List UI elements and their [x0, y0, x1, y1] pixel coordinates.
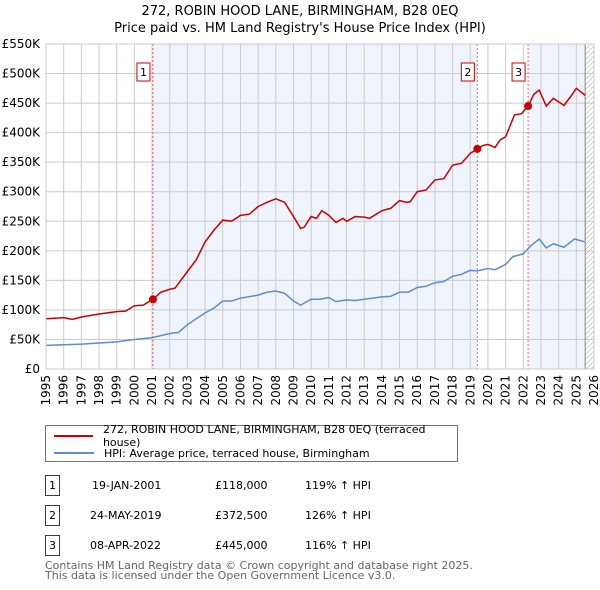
transaction-hpi-change: 126% ↑ HPI	[305, 509, 371, 522]
x-tick-label: 2004	[198, 375, 212, 406]
sale-label: 2	[464, 66, 471, 79]
sale-label: 1	[140, 66, 147, 79]
transaction-price: £118,000	[215, 479, 268, 492]
transaction-row: 1 19-JAN-2001 £118,000 119% ↑ HPI	[45, 475, 465, 497]
x-tick-label: 2020	[481, 375, 495, 406]
transaction-row: 3 08-APR-2022 £445,000 116% ↑ HPI	[45, 535, 465, 557]
transaction-number-badge: 1	[45, 475, 60, 496]
x-tick-label: 2022	[516, 375, 530, 406]
x-tick-label: 2012	[340, 375, 354, 406]
plot-frame	[45, 43, 595, 370]
x-tick-label: 2008	[269, 375, 283, 406]
x-tick-label: 2014	[375, 375, 389, 406]
x-tick-label: 2025	[569, 375, 583, 406]
x-tick-label: 2005	[216, 375, 230, 406]
sale-label: 3	[515, 66, 522, 79]
chart-subtitle: Price paid vs. HM Land Registry's House …	[114, 21, 486, 36]
x-tick-label: 2016	[410, 375, 424, 406]
x-tick-label: 1995	[39, 375, 53, 406]
x-tick-label: 1999	[110, 375, 124, 406]
transaction-number-badge: 3	[45, 535, 60, 556]
shaded-region	[528, 44, 586, 369]
x-tick-label: 2026	[587, 375, 600, 406]
legend-swatch	[54, 435, 93, 437]
y-tick-label: £100K	[2, 303, 42, 317]
legend-swatch	[54, 452, 94, 454]
y-tick-label: £350K	[2, 155, 42, 169]
legend-label: 272, ROBIN HOOD LANE, BIRMINGHAM, B28 0E…	[102, 423, 426, 449]
x-tick-label: 1997	[74, 375, 88, 406]
x-tick-label: 2002	[163, 375, 177, 406]
y-tick-label: £500K	[2, 67, 42, 81]
transaction-price: £372,500	[215, 509, 268, 522]
footer-licence: This data is licensed under the Open Gov…	[45, 569, 396, 582]
transaction-hpi-change: 116% ↑ HPI	[305, 539, 371, 552]
x-tick-label: 2009	[286, 375, 300, 406]
sale-point	[148, 295, 157, 304]
y-tick-label: £200K	[2, 244, 42, 258]
y-tick-label: £50K	[9, 332, 41, 346]
legend: 272, ROBIN HOOD LANE, BIRMINGHAM, B28 0E…	[45, 423, 458, 462]
y-tick-label: £400K	[2, 126, 42, 140]
sale-label-box	[136, 62, 151, 82]
footer-copyright: Contains HM Land Registry data © Crown c…	[45, 559, 473, 572]
x-tick-label: 1996	[57, 375, 71, 406]
x-tick-label: 2013	[357, 375, 371, 406]
x-tick-label: 2017	[428, 375, 442, 406]
x-tick-label: 2018	[446, 375, 460, 406]
y-tick-label: £550K	[2, 37, 42, 51]
forecast-hatch	[585, 44, 594, 369]
x-tick-label: 2010	[304, 375, 318, 406]
transaction-price: £445,000	[215, 539, 268, 552]
x-tick-label: 2021	[499, 375, 513, 406]
transaction-date: 24-MAY-2019	[90, 509, 162, 522]
legend-item-property: 272, ROBIN HOOD LANE, BIRMINGHAM, B28 0E…	[54, 423, 457, 449]
x-tick-label: 2000	[127, 375, 141, 406]
shaded-region	[152, 44, 478, 369]
transaction-date: 08-APR-2022	[90, 539, 162, 552]
x-tick-label: 2011	[322, 375, 336, 406]
sale-point	[473, 144, 482, 153]
legend-label: HPI: Average price, terraced house, Birm…	[104, 446, 370, 460]
x-tick-label: 2024	[552, 375, 566, 406]
x-tick-label: 2023	[534, 375, 548, 406]
sale-label-box	[511, 62, 526, 82]
sale-label-box	[460, 62, 475, 82]
x-tick-label: 2006	[233, 375, 247, 406]
chart-title: 272, ROBIN HOOD LANE, BIRMINGHAM, B28 0E…	[141, 4, 459, 19]
y-tick-label: £250K	[2, 214, 42, 228]
x-tick-label: 2003	[180, 375, 194, 406]
transaction-row: 2 24-MAY-2019 £372,500 126% ↑ HPI	[45, 505, 465, 527]
sale-point	[524, 102, 533, 111]
transaction-hpi-change: 119% ↑ HPI	[305, 479, 371, 492]
property-price-line	[45, 87, 586, 321]
legend-item-hpi: HPI: Average price, terraced house, Birm…	[54, 445, 370, 461]
x-tick-label: 1998	[92, 375, 106, 406]
y-tick-label: £450K	[2, 96, 42, 110]
hpi-line	[45, 237, 586, 347]
x-tick-label: 2007	[251, 375, 265, 406]
y-tick-label: £300K	[2, 185, 42, 199]
x-tick-label: 2001	[145, 375, 159, 406]
price-chart: £0 £50K £100K £150K £200K £250K £300K £350K £400…	[2, 37, 600, 406]
transaction-date: 19-JAN-2001	[92, 479, 162, 492]
x-tick-label: 2019	[463, 375, 477, 406]
y-tick-label: £150K	[2, 273, 42, 287]
transaction-number-badge: 2	[45, 505, 60, 526]
y-tick-label: £0	[25, 362, 40, 376]
x-tick-label: 2015	[393, 375, 407, 406]
